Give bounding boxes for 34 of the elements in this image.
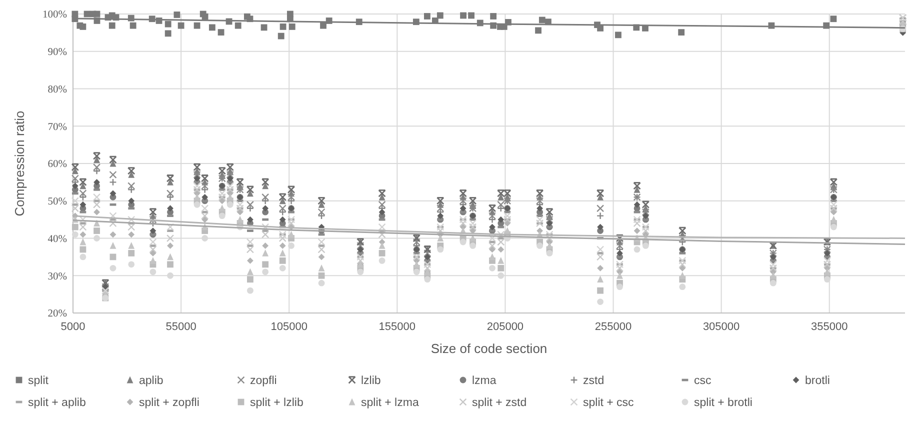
- x-tick-label: 55000: [166, 321, 196, 333]
- legend-label: split + csc: [583, 397, 634, 410]
- x-tick-label: 105000: [270, 321, 308, 333]
- legend-label: zstd: [583, 375, 604, 388]
- legend-label: split + aplib: [28, 397, 86, 410]
- legend-label: csc: [694, 375, 712, 388]
- legend-label: lzlib: [361, 375, 381, 388]
- legend-label: split + zstd: [472, 397, 527, 410]
- x-tick-label: 5000: [60, 321, 86, 333]
- legend-label: aplib: [139, 375, 164, 388]
- legend-label: split + lzlib: [250, 397, 304, 410]
- y-tick-label: 20%: [48, 308, 68, 320]
- y-tick-label: 60%: [48, 159, 68, 170]
- y-tick-label: 80%: [48, 84, 68, 96]
- x-tick-label: 155000: [378, 321, 416, 333]
- y-tick-label: 100%: [42, 10, 68, 21]
- x-axis-title: Size of code section: [430, 341, 548, 356]
- legend-label: split + brotli: [694, 397, 752, 410]
- y-tick-label: 70%: [48, 122, 68, 133]
- legend-label: split + zopfli: [139, 397, 200, 410]
- y-tick-label: 30%: [48, 271, 68, 282]
- legend-label: brotli: [805, 375, 830, 388]
- legend-label: zopfli: [250, 375, 277, 388]
- x-tick-label: 255000: [594, 321, 632, 333]
- legend-label: split: [28, 375, 50, 388]
- x-tick-label: 305000: [702, 321, 740, 333]
- x-tick-label: 355000: [811, 321, 848, 333]
- y-tick-label: 50%: [48, 196, 68, 208]
- y-axis-title: Compression ratio: [12, 110, 27, 216]
- y-tick-label: 40%: [48, 234, 68, 245]
- y-tick-label: 90%: [48, 47, 68, 58]
- x-tick-label: 205000: [486, 321, 524, 333]
- legend-label: split + lzma: [361, 397, 420, 410]
- legend-label: lzma: [472, 375, 497, 388]
